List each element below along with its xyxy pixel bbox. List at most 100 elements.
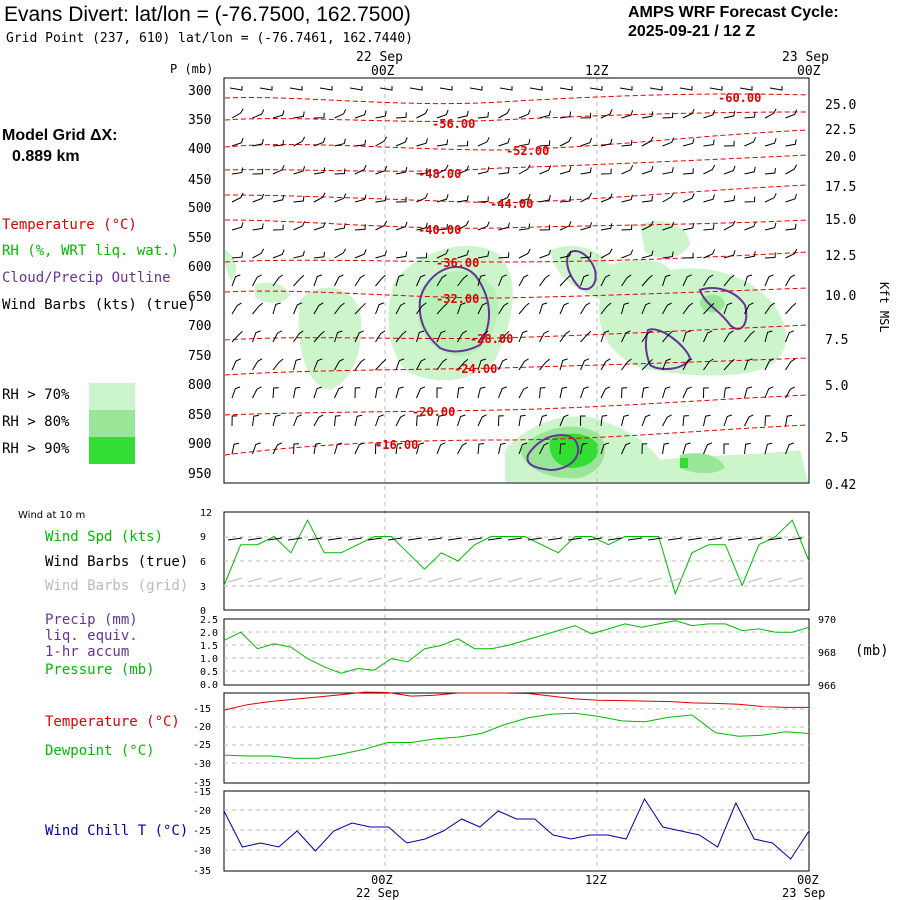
wind-barb [764, 415, 771, 427]
precip-ytick-20: 2.0 [200, 628, 218, 639]
wind-barb [662, 358, 671, 371]
wind-barb [559, 166, 572, 175]
temp-label-28: -28.00 [470, 332, 513, 346]
h-25: 25.0 [825, 98, 856, 113]
p-700: 700 [188, 319, 211, 334]
top-tick-12z: 12Z [585, 64, 609, 79]
p-800: 800 [188, 378, 211, 393]
temp-label-group: -60.00 -56.00 -52.00 -48.00 -44.00 -40.0… [375, 91, 761, 452]
wind-ytick-6: 6 [200, 557, 206, 568]
wind-barb [682, 442, 691, 455]
wind-barb [703, 224, 715, 231]
precip-liq-label: liq. equiv. [45, 628, 138, 644]
wind-barb [662, 386, 671, 399]
wind-barb [477, 251, 490, 259]
page-title: Evans Divert: lat/lon = (-76.7500, 162.7… [4, 3, 411, 26]
wind-barb [375, 111, 387, 119]
wind-barb [354, 139, 366, 147]
temp-label-32: -32.00 [436, 292, 479, 306]
wind-barb [252, 223, 264, 231]
wind-barb [764, 274, 774, 287]
wind-barb [252, 248, 265, 259]
wind-barb [641, 220, 654, 231]
wind-barb [395, 112, 407, 119]
wind-chill-label: Wind Chill T (°C) [45, 823, 189, 839]
wind-barb [785, 248, 798, 259]
wind-barb [354, 224, 366, 231]
wind-barb [662, 221, 675, 231]
wind-barb [580, 386, 589, 399]
wind-barb [416, 138, 428, 147]
wind-barb [580, 137, 593, 147]
wind-barb [662, 330, 674, 343]
wind-barb [621, 302, 630, 315]
wind-barb [682, 138, 695, 147]
wind-barb [559, 111, 572, 119]
wind-barb [539, 110, 551, 119]
wind-barb [621, 330, 631, 343]
h-20: 20.0 [825, 150, 856, 165]
p-950: 950 [188, 467, 211, 482]
wind-barb [703, 414, 711, 427]
wind-barb [334, 223, 346, 231]
wind-barb [457, 140, 469, 147]
height-axis-label: Kft MSL [877, 282, 891, 333]
temperature-label: Temperature (°C) [45, 714, 180, 730]
wind-barb [375, 220, 388, 231]
wind-barb [600, 138, 613, 147]
wind-barb [641, 443, 648, 455]
wind-barb [682, 193, 695, 203]
wind-barb [272, 249, 285, 259]
wind-barb [764, 442, 773, 455]
wind-barb [703, 387, 709, 399]
wind-barb [436, 358, 447, 371]
wind-barb [395, 196, 407, 203]
wind-barb [785, 139, 797, 147]
wind-barb [600, 168, 612, 175]
wind-barb [764, 167, 776, 175]
top-tick-00z-a: 00Z [371, 64, 395, 79]
wind-barb [703, 330, 713, 343]
wind-barb [354, 249, 367, 259]
wind-barb [682, 415, 689, 427]
wind-barb [252, 193, 265, 203]
chill-ytick-35: -35 [193, 866, 211, 877]
wind-barb [231, 330, 243, 343]
wind-barb [744, 196, 756, 203]
wind-barb [764, 222, 777, 231]
wind-barb [600, 386, 611, 399]
wind-barb [723, 220, 736, 231]
wind-barb [272, 165, 285, 175]
wind-barb [436, 164, 449, 175]
precip-label: Precip (mm) [45, 612, 138, 628]
wind-barb [231, 274, 241, 287]
top-date-1: 22 Sep [356, 50, 403, 65]
wind-barb [744, 414, 754, 427]
wind-barb [723, 443, 729, 454]
h-2: 2.5 [825, 431, 848, 446]
wind-yticks: 12 9 6 3 0 [200, 508, 212, 617]
wind-barb [580, 192, 593, 203]
wind-barb [662, 274, 671, 287]
h-10: 10.0 [825, 289, 856, 304]
wind-ytick-3: 3 [200, 582, 206, 593]
wind-barb [580, 358, 590, 371]
h-7: 7.5 [825, 333, 848, 348]
h-5: 5.0 [825, 379, 848, 394]
wind-barb [395, 137, 408, 147]
wind-barb [395, 221, 408, 231]
wind-barb [621, 387, 628, 399]
wind-barb [498, 252, 510, 259]
wind-barb [621, 224, 633, 231]
wind-barb [313, 251, 325, 259]
legend-temperature: Temperature (°C) [2, 217, 137, 233]
wind-barb [785, 193, 797, 203]
wind-barb [498, 358, 508, 371]
wind-barb [293, 111, 305, 119]
wind-barb [539, 414, 548, 427]
wind-barb [682, 358, 693, 371]
wind-barb [580, 330, 592, 343]
wind-barb [293, 386, 301, 399]
pressure-label: Pressure (mb) [45, 662, 155, 678]
wind-barb [723, 386, 731, 399]
